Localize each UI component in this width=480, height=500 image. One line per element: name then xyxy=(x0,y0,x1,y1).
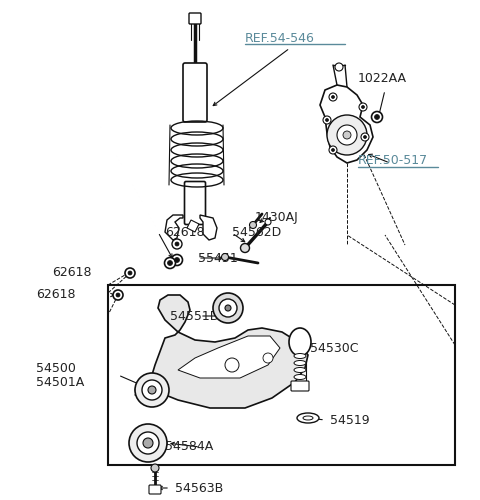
Circle shape xyxy=(327,115,367,155)
Circle shape xyxy=(263,353,273,363)
Text: 54519: 54519 xyxy=(330,414,370,426)
Circle shape xyxy=(323,116,331,124)
Ellipse shape xyxy=(294,374,306,380)
Ellipse shape xyxy=(294,368,306,372)
FancyBboxPatch shape xyxy=(149,485,161,494)
Circle shape xyxy=(337,125,357,145)
Text: 54584A: 54584A xyxy=(165,440,213,454)
FancyBboxPatch shape xyxy=(184,182,205,224)
Circle shape xyxy=(343,131,351,139)
Ellipse shape xyxy=(143,438,153,448)
Circle shape xyxy=(151,464,159,472)
Ellipse shape xyxy=(225,305,231,311)
Circle shape xyxy=(165,258,176,268)
Polygon shape xyxy=(200,215,217,240)
Circle shape xyxy=(240,244,250,252)
Circle shape xyxy=(128,271,132,275)
Circle shape xyxy=(325,118,328,122)
Circle shape xyxy=(363,136,367,138)
Circle shape xyxy=(221,254,228,260)
Text: 62618: 62618 xyxy=(165,226,204,238)
Circle shape xyxy=(359,103,367,111)
Polygon shape xyxy=(178,336,280,378)
Text: 62618: 62618 xyxy=(36,288,75,302)
Text: 54530C: 54530C xyxy=(310,342,359,354)
Ellipse shape xyxy=(135,373,169,407)
Text: REF.50-517: REF.50-517 xyxy=(358,154,428,166)
Text: 54551D: 54551D xyxy=(170,310,219,322)
Circle shape xyxy=(361,106,364,108)
FancyBboxPatch shape xyxy=(183,63,207,122)
Circle shape xyxy=(250,222,256,228)
Circle shape xyxy=(332,148,335,152)
Circle shape xyxy=(172,239,182,249)
Text: 62618: 62618 xyxy=(52,266,92,278)
Text: 54500: 54500 xyxy=(36,362,76,374)
Circle shape xyxy=(116,293,120,297)
Circle shape xyxy=(265,219,271,225)
Circle shape xyxy=(329,146,337,154)
Circle shape xyxy=(374,114,380,119)
Ellipse shape xyxy=(219,299,237,317)
Circle shape xyxy=(171,254,182,266)
Ellipse shape xyxy=(294,354,306,358)
Ellipse shape xyxy=(142,380,162,400)
Ellipse shape xyxy=(294,360,306,366)
Polygon shape xyxy=(148,295,308,408)
Circle shape xyxy=(168,260,172,266)
Circle shape xyxy=(332,96,335,98)
FancyBboxPatch shape xyxy=(108,285,455,465)
Ellipse shape xyxy=(129,424,167,462)
FancyBboxPatch shape xyxy=(291,381,309,391)
Circle shape xyxy=(372,112,383,122)
Text: REF.54-546: REF.54-546 xyxy=(245,32,315,44)
Text: 54562D: 54562D xyxy=(232,226,281,239)
Circle shape xyxy=(125,268,135,278)
FancyBboxPatch shape xyxy=(189,13,201,24)
Circle shape xyxy=(175,242,179,246)
Text: 1022AA: 1022AA xyxy=(358,72,407,85)
Text: 1430AJ: 1430AJ xyxy=(255,212,299,224)
Ellipse shape xyxy=(297,413,319,423)
Circle shape xyxy=(361,133,369,141)
Text: 54501A: 54501A xyxy=(36,376,84,388)
Ellipse shape xyxy=(213,293,243,323)
Text: 54563B: 54563B xyxy=(175,482,223,494)
Polygon shape xyxy=(165,215,183,240)
Circle shape xyxy=(335,63,343,71)
Ellipse shape xyxy=(148,386,156,394)
Circle shape xyxy=(329,93,337,101)
Ellipse shape xyxy=(137,432,159,454)
Text: 55451: 55451 xyxy=(198,252,238,264)
Polygon shape xyxy=(320,85,373,163)
Circle shape xyxy=(175,258,180,262)
Circle shape xyxy=(225,358,239,372)
Polygon shape xyxy=(187,220,199,232)
Ellipse shape xyxy=(303,416,313,420)
Ellipse shape xyxy=(289,328,311,356)
Circle shape xyxy=(113,290,123,300)
